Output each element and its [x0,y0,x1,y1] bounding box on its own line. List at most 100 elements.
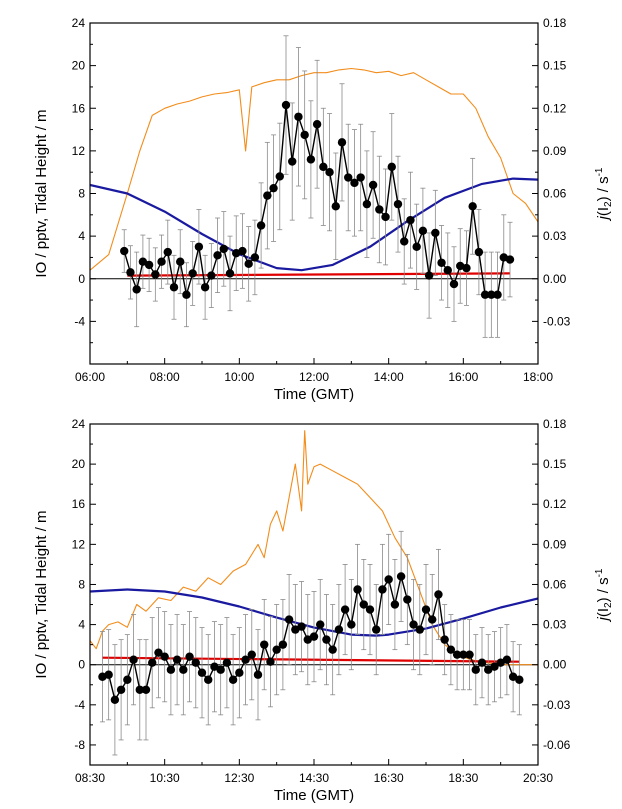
x-tick-label: 20:30 [523,771,553,785]
x-tick-label: 16:30 [374,771,404,785]
io-point [228,675,238,684]
io-point [225,269,235,278]
io_detection-series-line [102,656,520,663]
io-point [275,172,284,181]
x-tick-label: 12:00 [299,370,329,384]
io_detection-series-line [127,272,511,277]
io-point [496,658,505,667]
io-point [471,665,480,674]
panel-top-y-axis-label: IO / pptv, Tidal Height / m [33,109,50,277]
y2-tick-label: 0.00 [543,658,567,672]
io-point [515,675,524,684]
io-point [300,130,309,140]
y2-tick-label: -0.03 [543,698,571,712]
y-tick-label: 12 [72,537,86,551]
io-point [216,665,225,674]
io-point [487,290,496,299]
io-point [278,640,288,649]
y2-label-italic: j [595,215,612,221]
io-point [160,652,169,661]
io-point [141,685,151,694]
io-point [104,670,113,679]
y-tick-label: 12 [72,144,86,158]
io-point [197,668,207,677]
io-point [400,237,409,246]
io-point [409,620,418,629]
io-point [359,600,368,609]
x-tick-label: 08:30 [75,771,105,785]
y-tick-label: 16 [72,101,86,115]
io-point [368,180,378,190]
y2-tick-label: 0.06 [543,187,567,201]
y-tick-label: 8 [78,577,85,591]
io-point [375,205,384,214]
io-point [412,242,421,251]
y-tick-label: 20 [72,457,86,471]
io-point [269,183,278,193]
io-point [347,620,356,629]
y2-label-close: ) / s [595,577,612,602]
io-point [123,675,132,684]
io-point [204,675,213,684]
io-point [490,662,499,671]
panel-top-series [90,35,538,338]
io-point [250,253,260,262]
io-point [452,650,462,659]
io-point [431,228,440,238]
io-point [110,695,120,705]
panel-top-frame [89,22,539,365]
y-tick-label: 4 [78,229,85,243]
x-tick-label: 14:00 [374,370,404,384]
y2-label-close: ) / s [595,176,612,201]
io-point [505,255,515,264]
y2-label-sup: -1 [594,568,605,577]
panel-top-y2-axis-label: j(I2) / s-1 [594,167,614,221]
io-point [334,625,344,634]
io-point [253,670,263,679]
io-point [154,648,163,657]
x-tick-label: 10:30 [150,771,180,785]
io-point [120,246,129,256]
io-point [322,635,331,644]
panel-bottom-y-axis-label: IO / pptv, Tidal Height / m [33,510,50,678]
y-tick-label: 0 [78,272,85,286]
io-point [207,271,216,280]
y2-tick-label: 0.06 [543,577,567,591]
io-point [306,155,316,164]
io-point [132,285,141,294]
io-point [272,645,281,654]
y2-tick-label: 0.18 [543,417,567,431]
io-point [288,157,297,166]
io-point [403,595,412,604]
io-point [135,685,144,694]
y-tick-label: -4 [74,698,85,712]
io-point [169,283,179,292]
io-point [319,162,328,172]
x-tick-label: 18:30 [448,771,478,785]
io-point [157,257,166,266]
io-point [406,215,415,225]
y2-label-open: (I [595,608,612,617]
io-point [440,635,449,644]
y-tick-label: 0 [78,658,85,672]
io-point [325,167,334,177]
io-point [213,251,222,260]
io-point [210,662,219,671]
io-point [166,665,176,674]
panel-top: 06:00 08:00 10:00 12:00 14:00 16:00 18:00 -4 0 4 8… [33,16,614,403]
io-point [493,290,502,299]
panel-bottom: 08:30 10:30 12:30 14:30 16:30 18:30 20:30 -8 -4 0… [33,417,614,804]
io-point [378,585,387,594]
io-point [116,685,126,694]
io-point [303,635,312,644]
y2-tick-label: -0.03 [543,314,571,328]
io-point [474,247,484,257]
io-point [418,226,428,235]
io-point [480,290,490,299]
io-point [244,259,253,269]
io-point [384,575,393,584]
io-point [337,138,347,147]
io-point [468,202,477,211]
